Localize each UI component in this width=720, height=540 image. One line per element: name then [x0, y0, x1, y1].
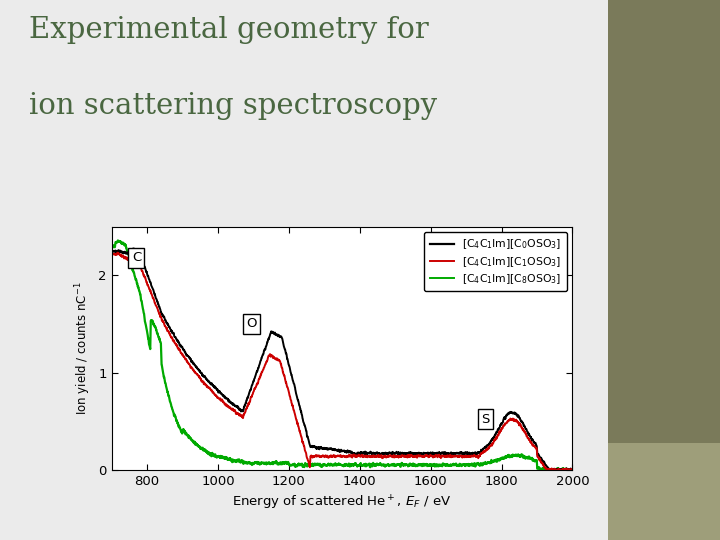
Text: ion scattering spectroscopy: ion scattering spectroscopy — [29, 92, 437, 120]
[C$_4$C$_1$Im][C$_1$OSO$_3$] — [466, 454, 474, 460]
[C$_4$C$_1$Im][C$_1$OSO$_3$] — [107, 323, 116, 329]
[C$_4$C$_1$Im][C$_1$OSO$_3$] — [133, 262, 142, 268]
[C$_4$C$_1$Im][C$_0$OSO$_3$] — [466, 450, 474, 457]
Line: [C$_4$C$_1$Im][C$_1$OSO$_3$]: [C$_4$C$_1$Im][C$_1$OSO$_3$] — [112, 253, 572, 470]
Text: S: S — [482, 413, 490, 426]
[C$_4$C$_1$Im][C$_1$OSO$_3$] — [410, 453, 419, 460]
[C$_4$C$_1$Im][C$_1$OSO$_3$] — [171, 340, 179, 347]
[C$_4$C$_1$Im][C$_0$OSO$_3$] — [568, 467, 577, 473]
[C$_4$C$_1$Im][C$_8$OSO$_3$] — [475, 463, 484, 469]
[C$_4$C$_1$Im][C$_8$OSO$_3$] — [210, 453, 218, 459]
Line: [C$_4$C$_1$Im][C$_8$OSO$_3$]: [C$_4$C$_1$Im][C$_8$OSO$_3$] — [112, 240, 572, 470]
[C$_4$C$_1$Im][C$_8$OSO$_3$] — [114, 237, 122, 244]
[C$_4$C$_1$Im][C$_0$OSO$_3$] — [475, 450, 484, 457]
[C$_4$C$_1$Im][C$_8$OSO$_3$] — [171, 413, 179, 420]
Y-axis label: Ion yield / counts nC$^{-1}$: Ion yield / counts nC$^{-1}$ — [73, 281, 93, 415]
Text: Experimental geometry for: Experimental geometry for — [29, 16, 428, 44]
[C$_4$C$_1$Im][C$_0$OSO$_3$] — [171, 334, 179, 340]
[C$_4$C$_1$Im][C$_0$OSO$_3$] — [410, 450, 419, 457]
[C$_4$C$_1$Im][C$_8$OSO$_3$] — [466, 462, 474, 468]
[C$_4$C$_1$Im][C$_1$OSO$_3$] — [568, 467, 577, 473]
[C$_4$C$_1$Im][C$_0$OSO$_3$] — [129, 245, 138, 252]
Line: [C$_4$C$_1$Im][C$_0$OSO$_3$]: [C$_4$C$_1$Im][C$_0$OSO$_3$] — [112, 248, 572, 470]
Text: C: C — [132, 252, 141, 265]
[C$_4$C$_1$Im][C$_8$OSO$_3$] — [410, 461, 419, 468]
[C$_4$C$_1$Im][C$_8$OSO$_3$] — [568, 467, 577, 473]
Text: O: O — [246, 318, 257, 330]
X-axis label: Energy of scattered He$^+$, $E_F$ / eV: Energy of scattered He$^+$, $E_F$ / eV — [233, 493, 451, 511]
[C$_4$C$_1$Im][C$_8$OSO$_3$] — [133, 284, 142, 290]
[C$_4$C$_1$Im][C$_1$OSO$_3$] — [210, 389, 218, 396]
[C$_4$C$_1$Im][C$_0$OSO$_3$] — [210, 383, 218, 389]
[C$_4$C$_1$Im][C$_1$OSO$_3$] — [475, 453, 484, 459]
[C$_4$C$_1$Im][C$_8$OSO$_3$] — [537, 467, 546, 473]
[C$_4$C$_1$Im][C$_8$OSO$_3$] — [107, 318, 116, 324]
[C$_4$C$_1$Im][C$_1$OSO$_3$] — [113, 249, 122, 256]
[C$_4$C$_1$Im][C$_0$OSO$_3$] — [107, 320, 116, 327]
[C$_4$C$_1$Im][C$_0$OSO$_3$] — [133, 249, 142, 256]
[C$_4$C$_1$Im][C$_1$OSO$_3$] — [542, 467, 551, 473]
Legend: [C$_4$C$_1$Im][C$_0$OSO$_3$], [C$_4$C$_1$Im][C$_1$OSO$_3$], [C$_4$C$_1$Im][C$_8$: [C$_4$C$_1$Im][C$_0$OSO$_3$], [C$_4$C$_1… — [424, 232, 567, 291]
[C$_4$C$_1$Im][C$_0$OSO$_3$] — [544, 467, 553, 473]
